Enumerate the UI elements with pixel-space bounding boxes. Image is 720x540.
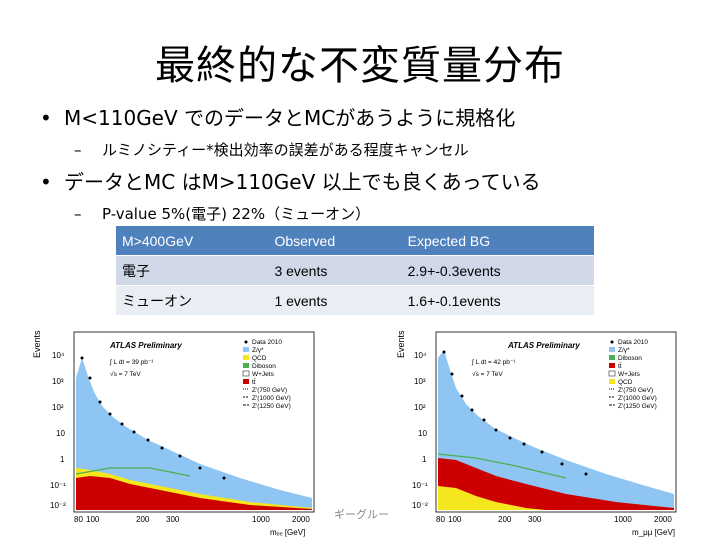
table-header: M>400GeV [116, 226, 269, 256]
legend-entry: Z′(1250 GeV) [618, 403, 657, 410]
legend-entry: W+Jets [618, 371, 641, 378]
table-cell: 1 events [268, 285, 402, 316]
x-tick: 80 [74, 515, 83, 524]
x-tick: 100 [86, 515, 100, 524]
table-row: ミューオン 1 events 1.6+-0.1events [116, 285, 594, 316]
electron-plot-svg: Events 10⁴ 10³ 10² 10 1 10⁻¹ 10⁻² 80 100… [32, 330, 315, 537]
diboson-band [437, 453, 567, 479]
slide-title: 最終的な不変質量分布 [155, 43, 565, 89]
y-tick: 10⁴ [414, 351, 427, 360]
bullet-1-text: M<110GeV でのデータとMCがあうように規格化 [64, 106, 516, 130]
bullet-2: • データとMC はM>110GeV 以上でも良くあっている [40, 170, 541, 194]
x-tick: 200 [498, 515, 512, 524]
atlas-label: ATLAS Preliminary [109, 341, 182, 350]
electron-mass-plot: Events 10⁴ 10³ 10² 10 1 10⁻¹ 10⁻² 80 100… [30, 318, 320, 540]
diboson-band [75, 467, 191, 477]
y-tick: 1 [422, 455, 427, 464]
x-tick: 300 [528, 515, 542, 524]
qcd-histogram [438, 486, 546, 510]
legend-entry: Z/γ* [252, 347, 264, 354]
sub-bullet-1-text: ルミノシティー*検出効率の誤差がある程度キャンセル [102, 141, 469, 159]
table-row: 電子 3 events 2.9+-0.3events [116, 255, 594, 286]
y-tick: 10² [52, 403, 64, 412]
table-cell: 1.6+-0.1events [401, 285, 594, 316]
x-axis-label: m_μμ [GeV] [632, 528, 675, 537]
legend-entry: QCD [252, 355, 267, 362]
legend-entry: W+Jets [252, 371, 275, 378]
table-header-row: M>400GeV Observed Expected BG [116, 226, 594, 256]
watermark: ギーグルー [334, 508, 389, 521]
sub-bullet-2-text: P-value 5%(電子) 22%（ミューオン） [102, 205, 371, 223]
legend-entry: Diboson [618, 355, 642, 362]
results-table: M>400GeV Observed Expected BG 電子 3 event… [116, 226, 594, 316]
legend: Data 2010 Z/γ* QCD Diboson W+Jets tt̄ Z′… [242, 339, 291, 410]
y-tick: 10⁻² [50, 501, 66, 510]
legend-entry: tt̄ [252, 378, 256, 386]
table-cell: 電子 [116, 255, 269, 286]
legend-entry: Diboson [252, 363, 276, 370]
x-tick: 2000 [654, 515, 672, 524]
sub-bullet-1: – ルミノシティー*検出効率の誤差がある程度キャンセル [74, 141, 469, 159]
y-tick: 10 [418, 429, 427, 438]
bullet-1: • M<110GeV でのデータとMCがあうように規格化 [40, 106, 516, 130]
y-tick: 10⁻¹ [412, 481, 428, 490]
y-tick: 10² [414, 403, 426, 412]
legend-entry: Z′(1250 GeV) [252, 403, 291, 410]
energy-label: √s = 7 TeV [472, 370, 503, 378]
muon-plot-svg: Events 10⁴ 10³ 10² 10 1 10⁻¹ 10⁻² 80 100… [396, 330, 677, 537]
zgamma-histogram [76, 358, 312, 510]
table-cell: 3 events [268, 255, 402, 286]
sub-bullet-2: – P-value 5%(電子) 22%（ミューオン） [74, 205, 371, 223]
zgamma-histogram [438, 350, 674, 510]
x-tick: 1000 [252, 515, 270, 524]
energy-label: √s = 7 TeV [110, 370, 141, 378]
legend-entry: Z′(750 GeV) [618, 387, 653, 394]
x-tick: 1000 [614, 515, 632, 524]
x-axis-label: mₑₑ [GeV] [270, 528, 305, 537]
y-tick: 1 [60, 455, 65, 464]
y-tick: 10³ [414, 377, 426, 386]
x-tick: 2000 [292, 515, 310, 524]
ttbar-histogram [76, 476, 312, 510]
y-tick: 10⁻² [412, 501, 428, 510]
data-points [80, 356, 226, 480]
bullet-2-text: データとMC はM>110GeV 以上でも良くあっている [64, 170, 541, 194]
x-tick: 80 [436, 515, 445, 524]
y-axis-label: Events [32, 330, 42, 358]
legend-entry: Z′(750 GeV) [252, 387, 287, 394]
legend-entry: Z′(1000 GeV) [618, 395, 657, 402]
table-cell: 2.9+-0.3events [401, 255, 594, 286]
lumi-label: ∫ L dt = 42 pb⁻¹ [471, 359, 516, 366]
legend: Data 2010 Z/γ* Diboson tt̄ W+Jets QCD Z′… [608, 339, 657, 410]
y-tick: 10⁻¹ [50, 481, 66, 490]
legend-entry: QCD [618, 379, 633, 386]
y-tick: 10³ [52, 377, 64, 386]
legend-entry: tt̄ [618, 362, 622, 370]
legend-entry: Z/γ* [618, 347, 630, 354]
x-tick: 200 [136, 515, 150, 524]
ttbar-histogram [438, 458, 674, 510]
x-tick: 300 [166, 515, 180, 524]
muon-mass-plot: Events 10⁴ 10³ 10² 10 1 10⁻¹ 10⁻² 80 100… [396, 318, 686, 540]
table-header: Expected BG [401, 226, 594, 256]
table-cell: ミューオン [116, 285, 269, 316]
y-tick: 10⁴ [52, 351, 65, 360]
x-tick: 100 [448, 515, 462, 524]
table-header: Observed [268, 226, 402, 256]
legend-entry: Data 2010 [618, 339, 648, 346]
y-axis-label: Events [396, 330, 406, 358]
legend-entry: Z′(1000 GeV) [252, 395, 291, 402]
atlas-label: ATLAS Preliminary [507, 341, 580, 350]
lumi-label: ∫ L dt = 39 pb⁻¹ [109, 359, 154, 366]
legend-entry: Data 2010 [252, 339, 282, 346]
y-tick: 10 [56, 429, 65, 438]
data-points [442, 350, 588, 476]
